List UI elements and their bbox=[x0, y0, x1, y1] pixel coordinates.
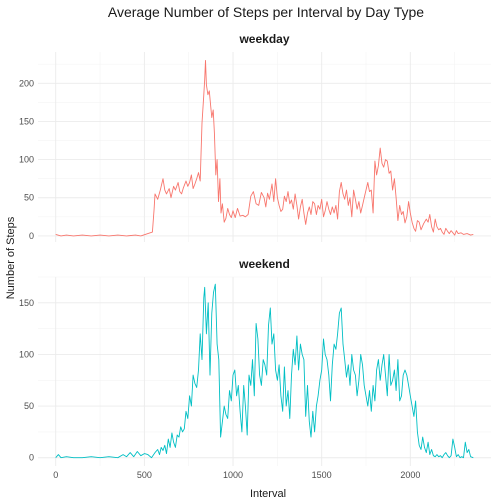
y-tick-label: 200 bbox=[19, 78, 34, 88]
x-tick-label: 1000 bbox=[223, 470, 243, 480]
y-tick-label: 0 bbox=[29, 453, 34, 463]
panel-weekday: 0 50 100 150 200 weekday bbox=[19, 32, 491, 242]
x-axis-title: Interval bbox=[250, 488, 286, 500]
y-tick-label: 100 bbox=[19, 155, 34, 165]
x-tick-label: 2000 bbox=[400, 470, 420, 480]
x-tick-label: 0 bbox=[53, 470, 58, 480]
facet-label-weekend: weekend bbox=[238, 257, 290, 271]
series-line-weekday bbox=[55, 59, 474, 237]
y-tick-label: 0 bbox=[29, 231, 34, 241]
chart-title: Average Number of Steps per Interval by … bbox=[108, 4, 424, 20]
facet-label-weekday: weekday bbox=[238, 32, 289, 46]
series-line-weekend bbox=[55, 283, 474, 459]
y-tick-label: 150 bbox=[19, 116, 34, 126]
x-tick-label: 500 bbox=[137, 470, 152, 480]
y-axis-title: Number of Steps bbox=[5, 216, 17, 299]
y-tick-label: 50 bbox=[24, 401, 34, 411]
y-tick-label: 50 bbox=[24, 193, 34, 203]
x-tick-label: 1500 bbox=[312, 470, 332, 480]
panel-weekend: 0 50 100 150 weekend bbox=[19, 257, 491, 466]
y-tick-label: 150 bbox=[19, 298, 34, 308]
y-tick-label: 100 bbox=[19, 349, 34, 359]
